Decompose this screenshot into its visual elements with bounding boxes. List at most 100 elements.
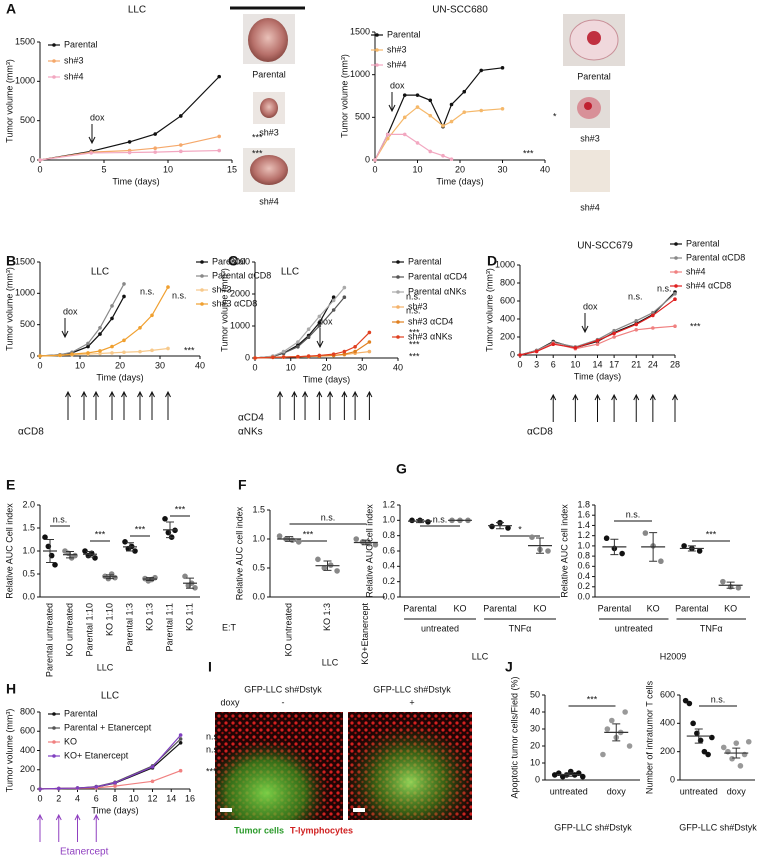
x-tick-label: 21 (631, 359, 641, 369)
x-tick-label: 0 (37, 360, 42, 370)
point (449, 157, 454, 161)
point (500, 107, 505, 111)
series-line (374, 67, 503, 161)
point (737, 763, 744, 769)
treatment-arrow (594, 393, 601, 422)
point (122, 282, 126, 286)
point (150, 765, 155, 769)
sd-bar (361, 539, 370, 546)
x-tick-label: 4 (75, 793, 80, 803)
legend-label: Parental (64, 39, 98, 49)
series-line (39, 738, 182, 790)
scale-bar (220, 808, 232, 812)
y-tick-label: 1.0 (252, 533, 265, 543)
annotation: n.s. (628, 291, 643, 301)
point (367, 330, 372, 335)
x-tick-label: 0 (252, 362, 257, 372)
point (415, 141, 420, 145)
x-tick-label: Parental untreated (44, 603, 54, 677)
annotation: * (518, 524, 522, 534)
treatment-arrow (366, 390, 373, 420)
sign: - (282, 697, 285, 707)
sd-bar (496, 522, 504, 530)
y-tick-label: 2000 (230, 288, 250, 298)
point (619, 550, 625, 557)
point (385, 136, 390, 141)
legend-marker (52, 726, 56, 730)
y-tick-label: 600 (660, 689, 675, 699)
point (306, 327, 311, 332)
point (153, 132, 157, 136)
legend-marker (396, 260, 400, 264)
y-tick-label: 1000 (350, 69, 370, 79)
panel-letter: D (487, 253, 497, 269)
point (428, 113, 433, 118)
treatment-arrow (65, 390, 71, 420)
point (642, 530, 649, 536)
x-axis-label: Time (days) (112, 176, 159, 186)
point (166, 285, 170, 289)
series-line (39, 76, 220, 161)
y-tick-label: 0.0 (382, 591, 395, 601)
point (52, 562, 58, 568)
point (634, 319, 639, 323)
treatment-arrow (302, 390, 308, 420)
x-tick-label: 10 (129, 793, 139, 803)
x-tick-label: KO (724, 603, 737, 613)
series-line (374, 133, 452, 161)
annotation: n.s. (626, 509, 641, 519)
x-tick-label: 10 (286, 362, 296, 372)
legend-marker (52, 754, 56, 758)
point (479, 108, 484, 113)
annotation: *** (409, 327, 420, 337)
x-tick-label: 20 (455, 164, 465, 174)
point (612, 331, 616, 336)
treatment-arrow (341, 390, 348, 420)
treatment-arrow (137, 390, 143, 420)
y-axis-label: Relative AUC cell index (559, 504, 569, 598)
point (122, 294, 126, 299)
x-tick-label: KO 1:3 (322, 603, 332, 631)
images-i: I GFP-LLC sh#Dstyk GFP-LLC sh#Dstyk doxy… (208, 659, 472, 835)
annotation: n.s. (711, 694, 726, 704)
annotation: *** (206, 766, 217, 776)
legend-marker (375, 63, 379, 67)
panel-letter: F (238, 477, 247, 493)
x-tick-label: KO 1:10 (104, 603, 114, 636)
x-tick-label: KO 1:3 (144, 603, 154, 631)
point (127, 140, 132, 144)
point (58, 353, 62, 358)
treatment-arrow (550, 393, 557, 422)
sd-bar (649, 532, 658, 562)
point (70, 352, 74, 356)
y-tick-label: 0.8 (577, 550, 590, 560)
x-tick-label: Parental 1:10 (84, 603, 94, 657)
legend-marker (52, 740, 56, 744)
point (600, 751, 606, 758)
legend-label: sh#4 (387, 59, 407, 69)
point (281, 349, 286, 354)
annotation: *** (523, 148, 534, 158)
point (479, 68, 484, 73)
point (733, 740, 740, 746)
annotation: n.s. (206, 731, 221, 741)
x-tick-label: 12 (147, 793, 157, 803)
x-axis-label: H2009 (660, 651, 687, 661)
point (127, 150, 132, 155)
treatment-arrow (352, 390, 359, 420)
point (673, 292, 677, 296)
legend-marker (52, 59, 56, 63)
point (690, 720, 696, 727)
point (551, 342, 556, 347)
y-tick-label: 0 (30, 350, 35, 360)
x-tick-label: doxy (607, 786, 627, 796)
point (138, 326, 142, 330)
y-axis-label: Tumor volume (mm³) (484, 268, 494, 352)
point (681, 543, 687, 549)
legend-marker (674, 284, 678, 288)
x-tick-label: KO (647, 603, 660, 613)
point (579, 773, 586, 780)
series-line (39, 135, 220, 161)
y-tick-label: 200 (660, 746, 675, 756)
y-tick-label: 1.0 (577, 540, 590, 550)
